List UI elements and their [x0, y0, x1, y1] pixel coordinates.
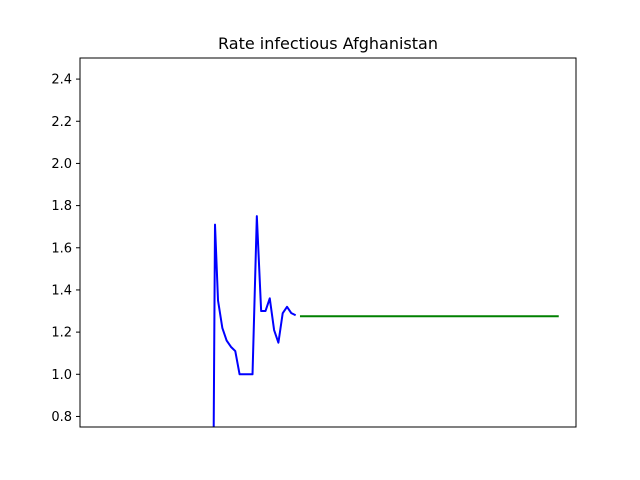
y-tick-label: 1.4	[51, 283, 72, 298]
y-tick-label: 2.2	[51, 115, 72, 130]
chart-title: Rate infectious Afghanistan	[218, 34, 438, 53]
plot-frame	[79, 57, 577, 428]
y-tick-label: 1.0	[51, 368, 72, 383]
series-layer	[212, 215, 559, 427]
y-tick-label: 2.4	[51, 73, 72, 88]
y-tick-label: 1.2	[51, 326, 72, 341]
y-axis: 0.8 1.0 1.2 1.4 1.6 1.8 2.0 2.2 2.4	[51, 73, 80, 425]
series-line-1	[212, 215, 297, 427]
y-tick-label: 2.0	[51, 157, 72, 172]
y-tick-label: 1.8	[51, 199, 72, 214]
y-tick-label: 0.8	[51, 410, 72, 425]
y-tick-label: 1.6	[51, 241, 72, 256]
